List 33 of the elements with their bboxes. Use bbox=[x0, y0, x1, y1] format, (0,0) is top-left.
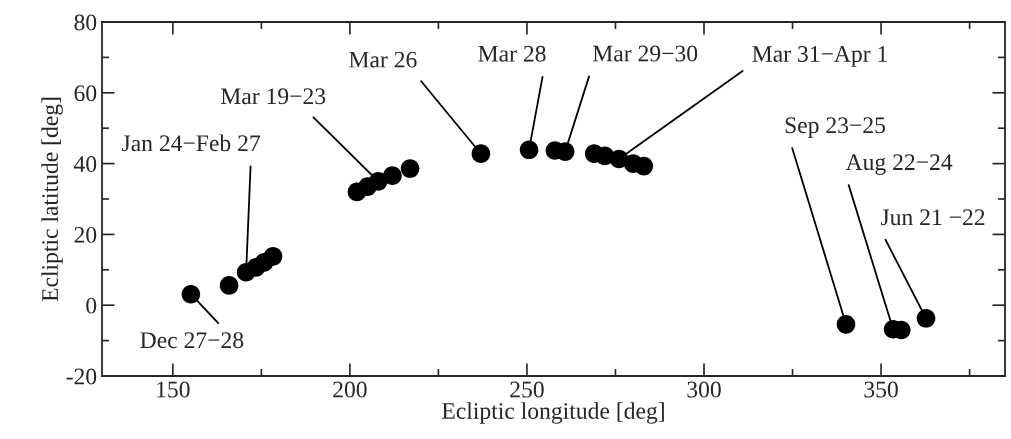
y-tick-label: 80 bbox=[74, 14, 97, 31]
annotation: Jan 24−Feb 27 bbox=[122, 134, 261, 152]
point bbox=[471, 144, 491, 163]
x-tick-label: 150 bbox=[157, 381, 190, 398]
annotation: Sep 23−25 bbox=[785, 117, 886, 139]
y-tick-label: 40 bbox=[73, 156, 97, 173]
annotation: Mar 26 bbox=[349, 51, 417, 68]
annotation: Mar 29−30 bbox=[592, 45, 698, 62]
x-tick-label: 250 bbox=[510, 381, 544, 398]
point bbox=[634, 156, 654, 176]
point bbox=[916, 308, 936, 328]
annotation: Mar 28 bbox=[478, 45, 546, 62]
y-tick-label: -20 bbox=[66, 368, 97, 385]
y-tick-label: 60 bbox=[74, 85, 97, 102]
point bbox=[400, 159, 420, 178]
annotation: Aug 22−24 bbox=[845, 154, 953, 175]
point bbox=[181, 284, 201, 304]
y-tick-label: 20 bbox=[74, 226, 97, 243]
point bbox=[836, 315, 856, 334]
x-axis-title: Ecliptic longitude [deg] bbox=[442, 402, 664, 424]
point bbox=[263, 247, 283, 266]
annotation: Mar 19−23 bbox=[221, 88, 326, 105]
x-tick-label: 200 bbox=[333, 381, 367, 398]
point bbox=[383, 166, 402, 185]
annotation: Dec 27−28 bbox=[140, 332, 244, 349]
annotation: Jun 21 −22 bbox=[880, 209, 985, 226]
y-axis-title: Ecliptic latitude [deg] bbox=[41, 97, 63, 302]
point bbox=[519, 140, 539, 160]
annotation: Mar 31−Apr 1 bbox=[752, 46, 887, 67]
y-tick-label: 0 bbox=[86, 297, 97, 314]
x-tick-label: 350 bbox=[864, 381, 898, 398]
point bbox=[219, 276, 239, 295]
x-tick-label: 300 bbox=[687, 381, 721, 398]
